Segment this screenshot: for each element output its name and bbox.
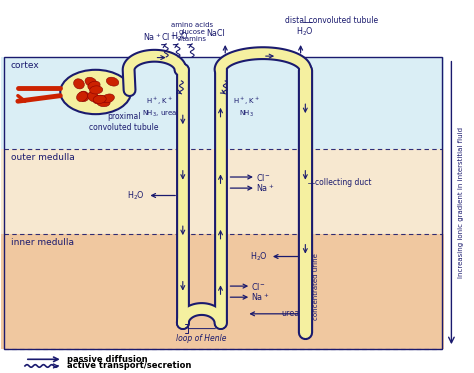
Text: inner medulla: inner medulla [11,238,74,247]
Ellipse shape [88,81,100,90]
Text: cortex: cortex [11,60,39,69]
Text: H$^+$, K$^+$
NH$_3$: H$^+$, K$^+$ NH$_3$ [233,95,260,119]
Ellipse shape [88,91,99,102]
Bar [1,149,444,234]
Ellipse shape [106,77,118,86]
Ellipse shape [77,92,88,101]
Text: H$_2$O: H$_2$O [296,26,314,38]
Text: urea: urea [282,309,300,318]
Text: active transport/secretion: active transport/secretion [67,361,192,370]
Text: collecting duct: collecting duct [315,178,371,187]
Text: H$_2$O: H$_2$O [171,30,188,43]
Text: concentrated urine: concentrated urine [313,253,319,320]
Ellipse shape [90,86,103,94]
Text: H$^+$, K$^+$
NH$_3$, urea: H$^+$, K$^+$ NH$_3$, urea [142,95,177,119]
Ellipse shape [73,79,84,89]
Ellipse shape [60,70,131,114]
Text: passive diffusion: passive diffusion [67,355,148,364]
Bar [1,234,444,349]
Text: H$_2$O: H$_2$O [128,189,145,202]
Text: amino acids
glucose
vitamins: amino acids glucose vitamins [171,22,213,42]
Text: H$_2$O: H$_2$O [250,250,268,263]
Ellipse shape [85,77,97,87]
Text: Cl$^-$: Cl$^-$ [251,280,266,292]
Ellipse shape [102,94,114,103]
Text: Increasing ionic gradient in interstitial fluid: Increasing ionic gradient in interstitia… [458,128,464,278]
Text: Na$^+$: Na$^+$ [256,182,274,194]
Text: loop of Henle: loop of Henle [176,334,227,343]
Bar [1,349,444,371]
Bar [1,57,444,149]
Text: proximal
convoluted tubule: proximal convoluted tubule [89,112,159,132]
Ellipse shape [79,91,89,101]
Ellipse shape [93,95,106,103]
Text: Na$^+$: Na$^+$ [251,291,269,303]
Ellipse shape [93,95,106,104]
Text: distal convoluted tubule: distal convoluted tubule [285,16,378,25]
Text: Cl$^-$: Cl$^-$ [256,172,271,182]
Text: NaCl: NaCl [206,29,225,38]
Bar [4,57,442,349]
Text: Na$^+$Cl$^-$: Na$^+$Cl$^-$ [143,31,176,43]
Ellipse shape [97,98,110,107]
Text: outer medulla: outer medulla [11,153,74,162]
